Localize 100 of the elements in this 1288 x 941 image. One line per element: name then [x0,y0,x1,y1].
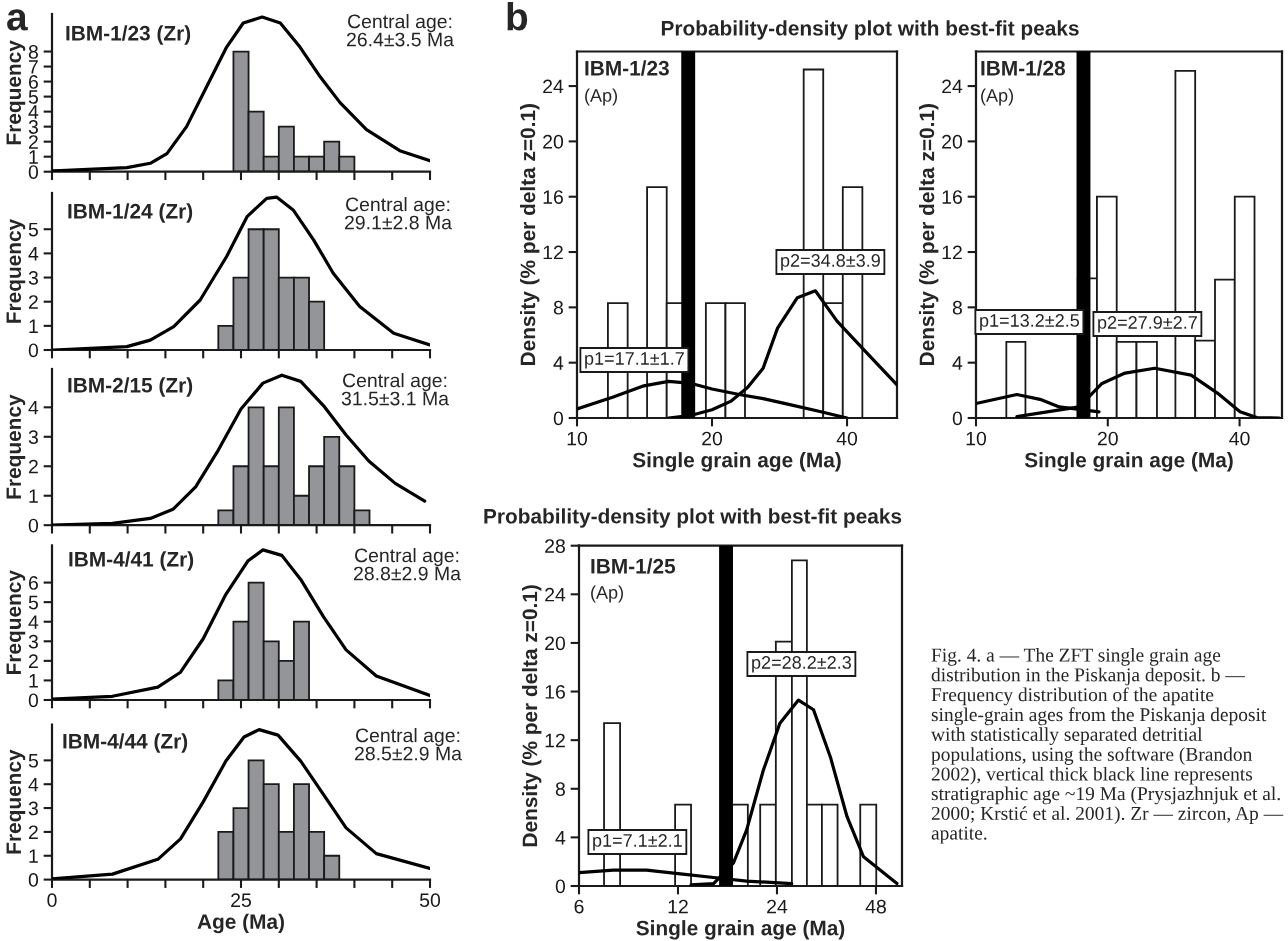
y-tick-label: 5 [28,595,38,610]
y-tick-label: 8 [555,782,565,797]
text: IBM-1/23 (Zr) [66,25,191,45]
y-tick-label: 16 [545,685,565,699]
y-tick-label: 4 [553,356,564,370]
y-tick-label: 6 [28,576,38,590]
y-tick-label: 20 [545,636,566,651]
y-tick-label: 0 [28,343,39,358]
y-tick-label: 3 [28,801,38,816]
y-axis-title: Density (% per delta z=0.1) [519,104,540,366]
y-tick-label: 8 [952,300,962,315]
y-tick-label: 0 [952,411,963,426]
chart-title: IBM-4/41 (Zr) [69,551,194,571]
x-axis-title: Single grain age (Ma) [636,920,845,940]
y-axis-title: Frequency [6,749,26,854]
y-tick-label: 7 [28,60,38,74]
chart-title: IBM-1/25 [591,558,676,574]
y-tick-label: 4 [28,777,39,792]
y-tick-label: 1 [29,319,38,333]
y-tick-label: 20 [543,134,564,149]
y-tick-label: 1 [29,489,38,503]
text: (Ap) [591,585,623,603]
text: a [7,9,28,31]
y-tick-label: 4 [555,831,566,845]
y-tick-label: 1 [29,674,38,688]
y-tick-label: 0 [28,693,39,708]
annotation: Central age: 28.8±2.9 Ma [354,548,461,581]
y-tick-label: 5 [28,754,38,768]
y-tick-label: 0 [28,873,39,887]
y-tick-label: 3 [28,634,38,649]
y-tick-label: 4 [28,247,39,261]
y-tick-label: 24 [942,79,963,94]
x-tick-label: 6 [574,899,584,914]
chart-title: IBM-1/23 [585,60,669,76]
annotation: p2=34.8±3.9 [781,254,880,271]
y-tick-label: 0 [555,879,566,894]
y-axis-title: Density (% per delta z=0.1) [521,585,542,847]
text: Probability-density plot with best-fit peaks [661,20,1079,40]
annotation: p2=27.9±2.7 [1098,316,1197,333]
y-tick-label: 16 [543,190,563,204]
annotation: Central age: 29.1±2.8 Ma [345,197,452,230]
y-tick-label: 5 [28,90,38,104]
y-axis-title: Frequency [6,218,26,323]
chart-title: IBM-1/24 (Zr) [68,203,193,223]
y-tick-label: 4 [28,615,39,629]
y-axis-title: Frequency [6,40,26,145]
x-tick-label: 12 [668,899,688,914]
x-axis-title: Single grain age (Ma) [1024,452,1233,472]
y-tick-label: 1 [29,849,38,863]
x-tick-label: 48 [865,899,886,914]
y-tick-label: 4 [952,356,963,370]
y-tick-label: 12 [543,245,563,260]
annotation: p1=7.1±2.1 [593,834,682,851]
y-tick-label: 28 [545,539,565,553]
x-tick-label: 24 [767,899,788,914]
chart-title: IBM-1/28 [981,60,1066,76]
y-tick-label: 12 [942,245,962,260]
y-tick-label: 0 [28,165,39,179]
text: (Ap) [585,88,617,106]
y-tick-label: 3 [28,120,38,134]
text: (Ap) [981,88,1013,106]
x-tick-label: 10 [966,431,987,446]
y-tick-label: 3 [28,430,38,445]
y-tick-label: 0 [553,411,564,426]
y-tick-label: 2 [28,825,38,839]
y-tick-label: 2 [28,654,38,668]
x-tick-label: 40 [836,431,858,446]
y-tick-label: 5 [28,222,38,237]
y-tick-label: 20 [942,134,963,149]
y-tick-label: 4 [28,400,39,415]
x-axis-title: Single grain age (Ma) [632,452,841,472]
y-tick-label: 2 [28,135,38,149]
annotation: Central age: 26.4±3.5 Ma [347,14,454,47]
chart-title: IBM-2/15 (Zr) [68,377,193,397]
y-tick-label: 24 [543,79,564,94]
x-tick-label: 40 [1229,431,1250,446]
annotation: p1=13.2±2.5 [980,314,1080,331]
x-tick-label: 50 [419,893,441,908]
y-tick-label: 24 [545,587,566,602]
y-tick-label: 4 [28,105,39,119]
y-axis-title: Frequency [6,394,26,499]
annotation: p1=17.1±1.7 [585,352,684,369]
x-tick-label: 25 [231,893,251,908]
text: Fig. 4. a — The ZFT single grain age distribution in the Piskanja deposit. b — Frequency distribution of the apatite single-grain ages from the Piskanja deposit with statistically separated detritial populations, using the software (Brandon 2002), vertical thick black line represents stratigraphic age ~19 Ma (Prysjazhnjuk et al. 2000; Krstić et al. 2001). Zr — zircon, Ap — apatite. [931,648,1284,844]
text: b [507,2,528,31]
annotation: Central age: 28.5±2.9 Ma [355,728,462,761]
y-tick-label: 8 [28,45,38,59]
x-tick-label: 20 [702,431,723,446]
text: Probability-density plot with best-fit peaks [484,508,902,528]
y-tick-label: 6 [28,75,38,89]
y-tick-label: 8 [553,300,563,315]
annotation: p2=28.2±2.3 [752,656,851,673]
annotation: Central age: 31.5±3.1 Ma [341,373,449,406]
y-tick-label: 2 [28,459,38,474]
x-tick-label: 0 [47,893,57,908]
y-tick-label: 3 [28,271,38,285]
chart-title: IBM-4/44 (Zr) [63,733,188,753]
x-tick-label: 20 [1097,431,1118,446]
x-tick-label: 10 [567,431,588,446]
y-tick-label: 2 [28,295,38,309]
